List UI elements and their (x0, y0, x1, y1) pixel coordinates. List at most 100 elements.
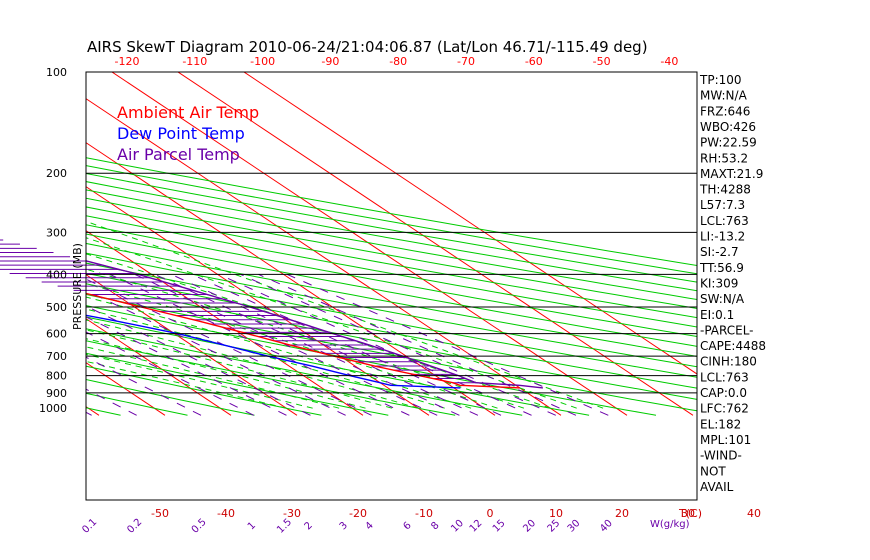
index-value: -PARCEL- (700, 323, 754, 337)
mixing-ratio-label: 10 (449, 518, 466, 535)
mixing-ratio-label: 8 (429, 520, 441, 532)
index-value: LCL:763 (700, 214, 749, 228)
dry-adiabat-line (86, 224, 697, 338)
index-value: CAP:0.0 (700, 386, 747, 400)
pressure-tick-label: 200 (46, 167, 67, 180)
dry-adiabat-line (86, 293, 697, 412)
index-value: MAXT:21.9 (700, 167, 763, 181)
dry-adiabat-line (86, 215, 697, 328)
dry-adiabat-line (86, 197, 697, 309)
chart-title: AIRS SkewT Diagram 2010-06-24/21:04:06.8… (87, 38, 648, 56)
index-value: RH:53.2 (700, 151, 748, 165)
index-value: LI:-13.2 (700, 230, 745, 244)
bottom-temp-tick-label: 40 (747, 507, 761, 520)
index-value: LCL:763 (700, 370, 749, 384)
top-temp-tick-label: -90 (321, 55, 339, 68)
ambient-temp-profile (86, 292, 520, 389)
parcel-temp-profile (86, 260, 543, 389)
profiles (86, 260, 543, 389)
top-temp-tick-label: -70 (457, 55, 475, 68)
index-value: KI:309 (700, 276, 738, 290)
top-temp-tick-label: -100 (250, 55, 275, 68)
mixing-ratio-label: 40 (598, 518, 615, 535)
isotherm-line (0, 57, 33, 416)
dry-adiabat-line (86, 157, 697, 267)
isotherm-line (243, 72, 697, 375)
dry-adiabat-line (86, 283, 697, 400)
dry-adiabat-line (86, 172, 697, 283)
bottom-temp-tick-label: 20 (615, 507, 629, 520)
isotherm-line (111, 72, 628, 416)
moist-adiabat-line (86, 353, 313, 409)
pressure-tick-label: 500 (46, 301, 67, 314)
top-temp-tick-label: -80 (389, 55, 407, 68)
index-value: EI:0.1 (700, 308, 734, 322)
mixing-ratio-line (240, 273, 556, 416)
moist-adiabat-line (86, 338, 366, 409)
index-value: CINH:180 (700, 355, 757, 369)
mixing-ratio-label: 3 (338, 520, 350, 532)
index-value: WBO:426 (700, 120, 756, 134)
dry-adiabat-line (86, 181, 697, 292)
pressure-tick-label: 700 (46, 350, 67, 363)
mixing-ratio-label: 0.2 (125, 517, 144, 536)
mixing-ratio-label: 2 (303, 520, 315, 532)
bottom-temp-tick-label: 10 (549, 507, 563, 520)
mixing-ratio-label: 30 (566, 518, 583, 535)
index-value: MPL:101 (700, 433, 751, 447)
index-value: SI:-2.7 (700, 245, 739, 259)
plot-frame (85, 71, 698, 501)
mixing-ratio-label: 1 (246, 520, 258, 532)
bottom-temp-tick-label: -20 (349, 507, 367, 520)
pressure-tick-label: 900 (46, 387, 67, 400)
index-value: PW:22.59 (700, 136, 757, 150)
isotherm-line (86, 318, 232, 416)
mixing-ratio-line (287, 273, 609, 416)
dry-adiabat-line (86, 365, 322, 416)
mixing-ratio-line (86, 331, 255, 416)
isotherm-line (86, 186, 430, 416)
mixing-ratio-unit-label: W(g/kg) (650, 519, 690, 530)
pressure-tick-label: 1000 (39, 402, 67, 415)
legend-ambient-temp: Ambient Air Temp (117, 103, 259, 122)
x-axis-unit-label: T(C) (678, 507, 702, 520)
mixing-ratio-line (258, 273, 577, 416)
dry-adiabat-line (86, 378, 255, 416)
mixing-ratio-label: 0.5 (190, 517, 209, 536)
mixing-ratio-line (134, 273, 438, 416)
pressure-tick-label: 400 (46, 268, 67, 281)
index-value: TP:100 (699, 73, 742, 87)
mixing-ratio-label: 25 (546, 518, 563, 535)
dry-adiabat-line (86, 262, 697, 378)
bottom-temp-tick-label: -40 (217, 507, 235, 520)
legend-dew-point: Dew Point Temp (117, 124, 245, 143)
pressure-tick-label: 100 (46, 66, 67, 79)
dry-adiabat-line (86, 252, 697, 368)
dry-adiabat-line (86, 316, 590, 416)
index-value: EL:182 (700, 417, 741, 431)
index-value: L57:7.3 (700, 198, 745, 212)
mixing-ratio-line (86, 388, 137, 416)
index-value: NOT (700, 464, 726, 478)
top-temp-tick-label: -40 (660, 55, 678, 68)
top-temp-tick-label: -50 (593, 55, 611, 68)
isotherm-line (86, 142, 496, 416)
mixing-ratio-label: 15 (491, 518, 508, 535)
index-value: LFC:762 (700, 402, 749, 416)
pressure-tick-label: 600 (46, 328, 67, 341)
dry-adiabat-line (86, 165, 697, 275)
mixing-ratio-label: 4 (364, 520, 376, 532)
legend-air-parcel: Air Parcel Temp (117, 145, 240, 164)
bottom-temp-tick-label: -10 (415, 507, 433, 520)
index-value: -WIND- (700, 449, 742, 463)
mixing-ratio-line (109, 273, 410, 416)
dry-adiabat-line (86, 352, 389, 416)
dew-point-profile (86, 314, 461, 389)
index-value: MW:N/A (700, 89, 748, 103)
isotherm-line (86, 274, 298, 416)
mixing-ratio-label: 20 (521, 518, 538, 535)
bottom-temp-tick-label: -30 (283, 507, 301, 520)
mixing-ratio-line (218, 273, 532, 416)
dry-adiabat-line (86, 305, 657, 416)
